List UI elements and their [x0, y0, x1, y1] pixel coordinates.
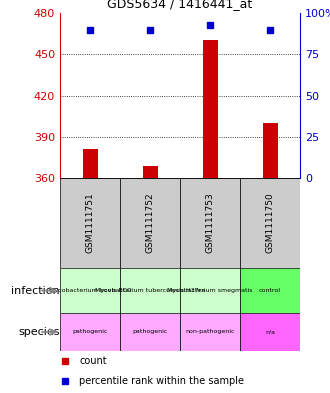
Text: pathogenic: pathogenic: [72, 329, 108, 334]
Bar: [180, 313, 240, 351]
Bar: [120, 313, 180, 351]
Bar: [60, 313, 120, 351]
Text: species: species: [18, 327, 60, 337]
Text: Mycobacterium smegmatis: Mycobacterium smegmatis: [167, 288, 253, 293]
Text: Mycobacterium bovis BCG: Mycobacterium bovis BCG: [49, 288, 131, 293]
Bar: [180, 178, 240, 268]
Text: GSM1111753: GSM1111753: [206, 193, 214, 253]
Text: GSM1111752: GSM1111752: [146, 193, 154, 253]
Text: n/a: n/a: [265, 329, 275, 334]
Text: GSM1111750: GSM1111750: [266, 193, 275, 253]
Title: GDS5634 / 1416441_at: GDS5634 / 1416441_at: [107, 0, 253, 11]
Bar: [240, 313, 300, 351]
Text: non-pathogenic: non-pathogenic: [185, 329, 235, 334]
Bar: [203, 40, 217, 178]
Bar: [120, 178, 180, 268]
Text: pathogenic: pathogenic: [132, 329, 168, 334]
Bar: [143, 165, 157, 178]
Text: Mycobacterium tuberculosis H37ra: Mycobacterium tuberculosis H37ra: [95, 288, 205, 293]
Bar: [262, 123, 278, 178]
Bar: [60, 268, 120, 313]
Text: control: control: [259, 288, 281, 293]
Bar: [240, 268, 300, 313]
Text: count: count: [79, 356, 107, 366]
Text: GSM1111751: GSM1111751: [85, 193, 94, 253]
Bar: [180, 268, 240, 313]
Bar: [240, 178, 300, 268]
Bar: [82, 149, 97, 178]
Text: infection: infection: [11, 285, 60, 296]
Text: percentile rank within the sample: percentile rank within the sample: [79, 376, 244, 386]
Bar: [120, 268, 180, 313]
Bar: [60, 178, 120, 268]
